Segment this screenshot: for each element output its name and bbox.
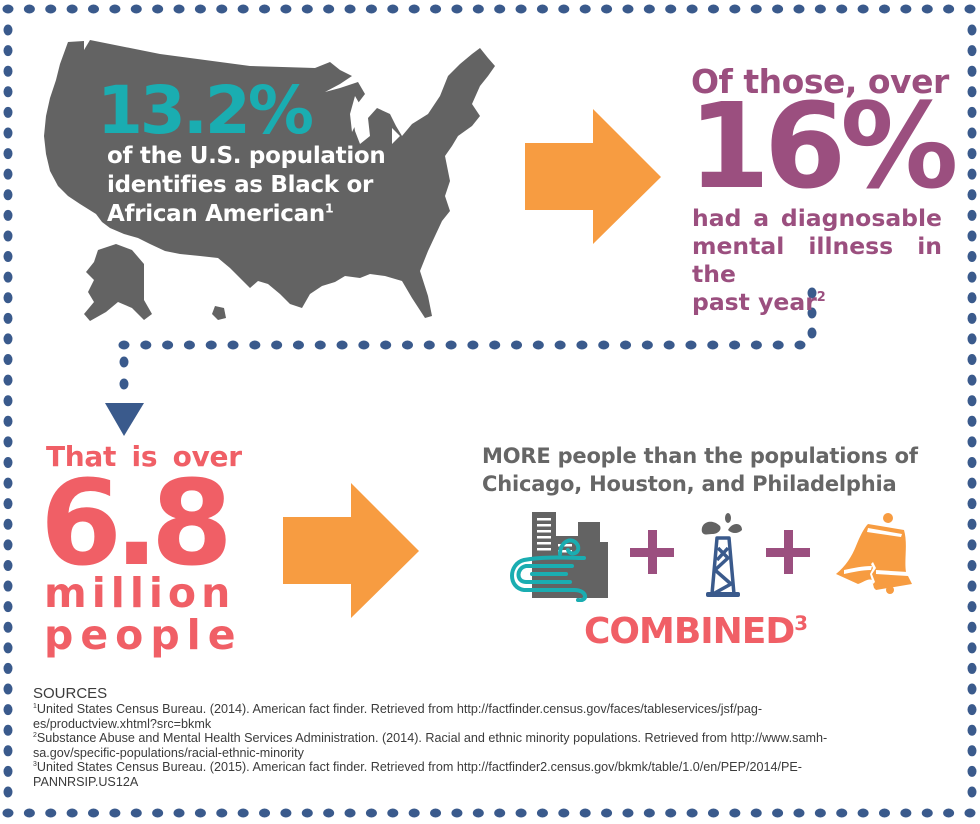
people-label: people (44, 611, 243, 659)
caption-line: of the U.S. population (107, 143, 386, 169)
plus-icon (630, 530, 674, 574)
million-label: million (44, 569, 236, 617)
stat-million-people: 6.8 (40, 454, 233, 592)
chicago-windy-city-icon (510, 512, 608, 602)
heading-line: MORE people than the populations of (482, 444, 918, 468)
caption-line: past year2 (692, 288, 826, 316)
houston-oil-derrick-icon (701, 513, 742, 597)
map-caption: of the U.S. population identifies as Bla… (107, 142, 427, 229)
source-entry-2: 2Substance Abuse and Mental Health Servi… (33, 731, 828, 760)
mental-illness-caption: had a diagnosable mental illness in the … (692, 204, 942, 316)
source-entry-1: 1United States Census Bureau. (2014). Am… (33, 702, 763, 731)
caption-line: mental illness in the (692, 232, 942, 288)
plus-icon (766, 530, 810, 574)
right-arrow-icon (525, 109, 661, 244)
source-entry-3: 3United States Census Bureau. (2015). Am… (33, 760, 802, 789)
caption-line: had a diagnosable (692, 204, 942, 232)
caption-line: identifies as Black or (107, 172, 374, 198)
footnote-ref: 1 (324, 200, 334, 216)
right-arrow-icon (283, 483, 419, 618)
us-map-icon (44, 40, 495, 321)
lead-of-those: Of those, over (691, 62, 949, 101)
sources-section: SOURCES 1United States Census Bureau. (2… (33, 686, 933, 790)
stat-black-population-percent: 13.2% (97, 72, 314, 149)
heading-line: Chicago, Houston, and Philadelphia (482, 472, 897, 496)
footnote-ref: 3 (794, 612, 808, 635)
comparison-heading: MORE people than the populations of Chic… (482, 442, 942, 498)
stat-mental-illness-percent: 16% (688, 77, 958, 215)
footnote-ref: 2 (816, 290, 826, 306)
combined-label: COMBINED3 (584, 611, 808, 652)
caption-line: African American1 (107, 200, 334, 227)
philadelphia-liberty-bell-icon (836, 513, 912, 594)
down-arrow-icon (105, 403, 144, 436)
lead-that-is-over: That is over (46, 440, 242, 473)
sources-title: SOURCES (33, 685, 108, 702)
